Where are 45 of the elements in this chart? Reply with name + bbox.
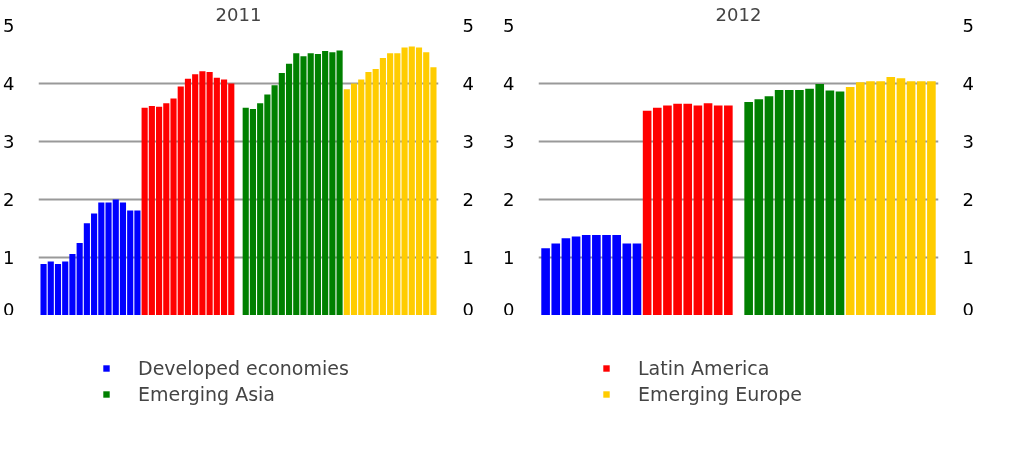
y-tick-label: 0: [3, 298, 15, 320]
bar: [693, 105, 703, 315]
bar: [571, 236, 581, 315]
chart-title: 2011: [215, 3, 262, 25]
y-tick-label: 4: [962, 73, 974, 94]
y2-tick-label: 0: [462, 298, 474, 320]
legend-label: Emerging Europe: [638, 383, 802, 405]
bar: [764, 96, 774, 315]
y-tick-label: 2: [962, 189, 974, 210]
bar: [642, 110, 652, 315]
bar: [622, 243, 632, 315]
chart-title: 2012: [715, 3, 762, 25]
bar: [906, 81, 916, 315]
bar: [561, 238, 571, 315]
bar: [703, 103, 713, 315]
y-tick-label: 3: [962, 131, 974, 152]
bar: [336, 50, 343, 315]
y2-tick-label: 2: [503, 189, 515, 210]
bar: [835, 91, 845, 315]
y-tick-label: 2: [3, 189, 15, 210]
legend-label: Emerging Asia: [138, 383, 275, 405]
y2-tick-label: 4: [462, 73, 474, 94]
y2-tick-label: 0: [503, 298, 515, 320]
y-tick-label: 3: [3, 131, 15, 152]
y2-tick-label: 3: [462, 131, 474, 152]
y2-tick-label: 1: [503, 247, 515, 268]
y2-tick-label: 2: [462, 189, 474, 210]
y2-tick-label: 4: [503, 73, 515, 94]
bar: [825, 90, 835, 315]
y-tick-label: 5: [3, 15, 15, 36]
bar: [774, 89, 784, 315]
y2-tick-label: 5: [503, 15, 515, 36]
legend-label: Latin America: [638, 357, 770, 379]
y-tick-label: 4: [3, 73, 15, 94]
legend-label: Developed economies: [138, 357, 349, 379]
y-tick-label: 1: [962, 247, 974, 268]
y-tick-label: 0: [962, 298, 974, 320]
bar: [896, 78, 906, 315]
bar: [632, 243, 642, 315]
y-tick-label: 5: [962, 15, 974, 36]
y-tick-label: 1: [3, 247, 15, 268]
bar: [845, 86, 855, 315]
y2-tick-label: 3: [503, 131, 515, 152]
y2-tick-label: 1: [462, 247, 474, 268]
y2-tick-label: 5: [462, 15, 474, 36]
